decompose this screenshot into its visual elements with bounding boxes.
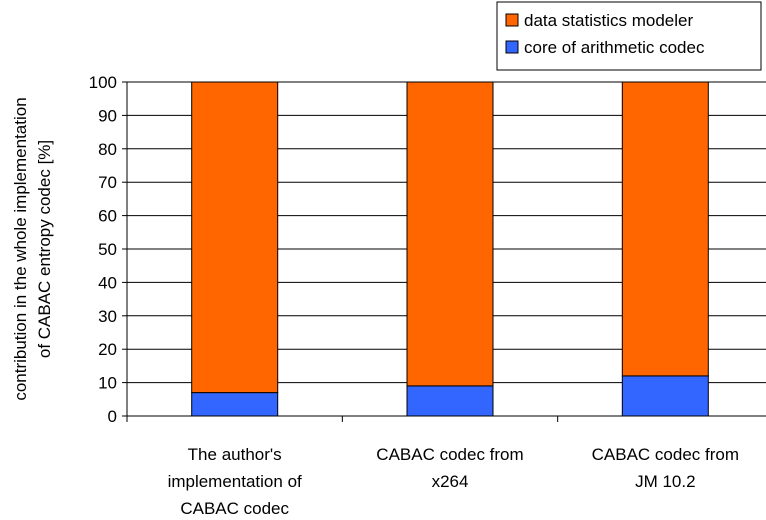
- bar-segment-core-of-arithmetic-codec: [191, 392, 279, 417]
- x-category-label: CABAC codec from: [376, 445, 523, 464]
- legend-label: core of arithmetic codec: [524, 38, 705, 57]
- bar-segment-data-statistics-modeler: [621, 81, 709, 377]
- y-tick-labels: 0 10 20 30 40 50 60 70 80 90 100: [89, 73, 117, 426]
- x-category-labels: The author's implementation of CABAC codec…: [168, 445, 739, 518]
- y-tick-label: 30: [98, 307, 117, 326]
- x-category-label: CABAC codec: [180, 499, 289, 518]
- bar-segment-data-statistics-modeler: [406, 81, 494, 387]
- y-tick-label: 90: [98, 106, 117, 125]
- bars: [191, 81, 709, 417]
- legend-box: [496, 1, 762, 71]
- axes: [122, 81, 766, 422]
- y-tick-label: 50: [98, 240, 117, 259]
- legend: data statistics modeler core of arithmeti…: [496, 1, 762, 71]
- y-axis-title-line: contribution in the whole implementation: [11, 97, 30, 400]
- bar-segment-core-of-arithmetic-codec: [621, 375, 709, 417]
- y-tick-label: 80: [98, 140, 117, 159]
- y-tick-label: 20: [98, 340, 117, 359]
- x-category-label: x264: [432, 472, 469, 491]
- y-axis-title: contribution in the whole implementation…: [11, 97, 54, 400]
- x-category-label: JM 10.2: [635, 472, 695, 491]
- x-category-label: implementation of: [168, 472, 302, 491]
- y-tick-label: 100: [89, 73, 117, 92]
- legend-swatch: [505, 13, 519, 27]
- y-axis-title-line: of CABAC entropy codec [%]: [35, 140, 54, 358]
- bar-segment-data-statistics-modeler: [191, 81, 279, 394]
- y-tick-label: 70: [98, 173, 117, 192]
- x-category-label: CABAC codec from: [592, 445, 739, 464]
- y-tick-label: 0: [108, 407, 117, 426]
- y-tick-label: 60: [98, 207, 117, 226]
- legend-label: data statistics modeler: [524, 11, 693, 30]
- bar-segment-core-of-arithmetic-codec: [406, 385, 494, 417]
- y-tick-label: 40: [98, 273, 117, 292]
- x-category-label: The author's: [188, 445, 282, 464]
- legend-swatch: [505, 40, 519, 54]
- y-tick-label: 10: [98, 374, 117, 393]
